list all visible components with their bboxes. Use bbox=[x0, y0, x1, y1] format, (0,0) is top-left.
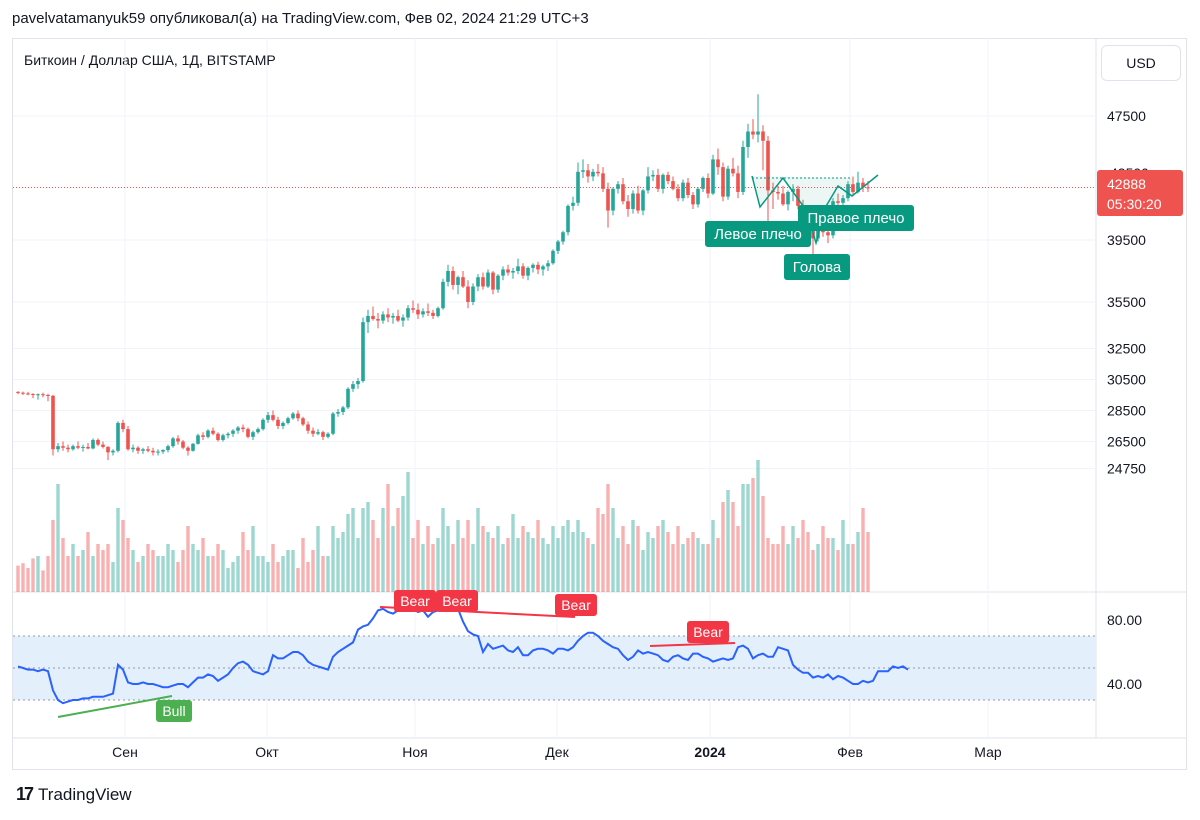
publisher-line: pavelvatamanyuk59 опубликовал(а) на Trad… bbox=[12, 10, 589, 27]
tradingview-logo-icon: 17 bbox=[16, 784, 34, 804]
currency-button[interactable]: USD bbox=[1101, 45, 1181, 81]
tradingview-brand: TradingView bbox=[38, 784, 132, 804]
symbol-title: Биткоин / Доллар США, 1Д, BITSTAMP bbox=[24, 52, 276, 68]
chart-frame bbox=[12, 38, 1187, 770]
tradingview-logo[interactable]: 17 TradingView bbox=[16, 784, 132, 805]
